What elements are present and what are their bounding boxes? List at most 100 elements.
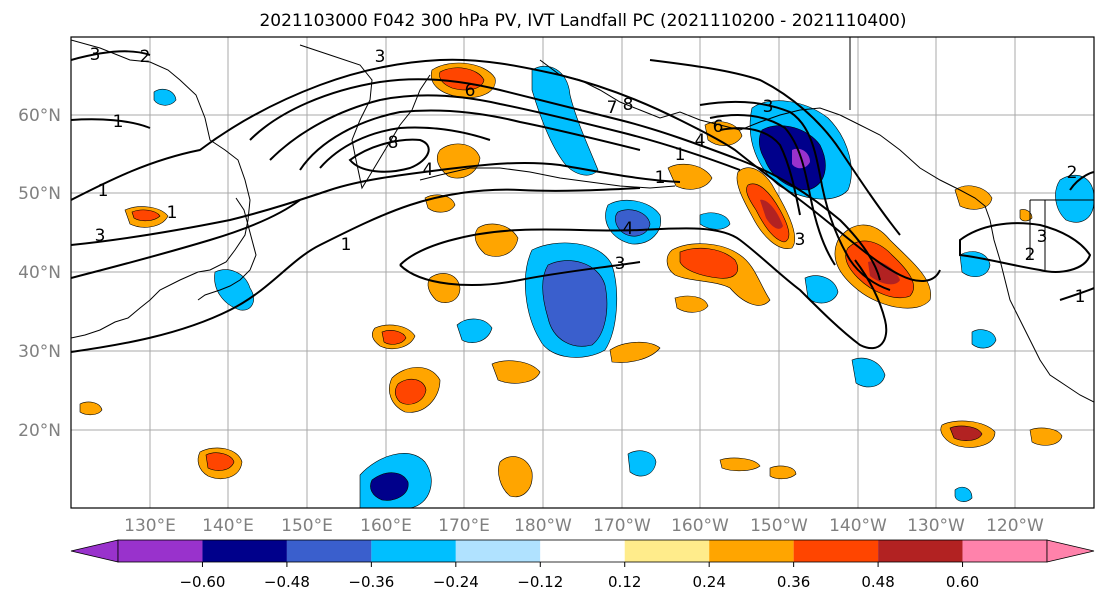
pv-contours [71,50,1094,353]
contour-label: 4 [423,160,434,180]
map-frame [70,36,1095,509]
contour-label: 4 [695,131,706,151]
contour-trough-4 [649,59,901,236]
shade-negative-tropics-core [370,472,409,501]
colorbar-tick-label: −0.60 [179,573,225,591]
longitude-label: 160°E [360,516,412,536]
longitude-label: 150°E [281,516,333,536]
contour-3-a [399,227,888,350]
colorbar-segment [371,540,456,562]
shade-positive-4-core [394,378,427,405]
longitude-label: 170°W [593,516,651,536]
contour-label: 1 [655,168,666,188]
border-canada-us [849,37,1094,270]
contour-3-c [71,199,301,279]
colorbar-segment [624,540,710,562]
colorbar-segment [962,540,1047,562]
longitude-labels: 130°E 140°E 150°E 160°E 170°E 180°W 170°W 160°W… [124,516,1044,536]
coast-aleutians [419,167,676,189]
colorbar-tick-label: 0.60 [946,573,979,591]
contour-label: 3 [763,97,774,117]
colorbar-tick-label: 0.36 [777,573,810,591]
shade-negative-small-7 [971,329,997,349]
contour-label: 1 [98,181,109,201]
shade-positive-18 [79,401,103,416]
latitude-label: 50°N [18,184,61,204]
contour-label: 3 [795,230,806,250]
longitude-label: 140°W [829,516,887,536]
colorbar-segment [793,540,879,562]
contour-3-b [399,261,641,286]
contour-label: 2 [1067,163,1078,183]
contour-nw-1 [71,50,151,61]
shade-positive-13 [609,341,661,363]
contour-label: 3 [90,45,101,65]
contour-6-a [299,109,641,171]
contour-label: 3 [95,226,106,246]
contour-label: 3 [375,47,386,67]
contour-label: 6 [713,117,724,137]
contour-label: 8 [623,95,634,115]
colorbar-segment [202,540,287,562]
contour-trough-2 [709,114,836,266]
shade-positive-5-core [381,330,407,345]
coast-kamchatka [299,44,431,190]
shade-positive-14 [674,295,709,313]
shade-positive-9 [1029,427,1063,446]
shade-positive-21 [1019,209,1033,222]
shade-positive-19 [719,457,761,472]
shade-negative-small-9 [699,212,731,230]
shade-positive-15 [667,163,713,190]
contour-east-2 [1059,287,1094,301]
contour-1-b [71,161,681,246]
shade-positive-11-core [131,209,161,222]
shade-negative-small-3 [214,269,254,311]
shade-negative-small-1 [851,357,886,388]
shade-negative-small-6 [153,88,177,106]
colorbar-tick-label: 0.48 [861,573,894,591]
contour-label: 1 [113,112,124,132]
contour-label: 3 [615,254,626,274]
colorbar-tick-label: −0.12 [517,573,563,591]
colorbar-segment [286,540,372,562]
colorbar: −0.60 −0.48 −0.36 −0.24 −0.12 0.12 0.24 0.36 0.4… [70,539,1095,591]
contour-label: 2 [140,47,151,67]
contour-trough-3 [719,127,801,216]
contour-label: 7 [607,98,618,118]
coastlines [71,37,1094,403]
contour-label: 6 [465,81,476,101]
colorbar-extend-high [1046,539,1095,563]
colorbar-segment [709,540,794,562]
longitude-label: 120°W [986,516,1044,536]
contour-trough-1 [699,100,891,291]
latitude-labels: 60°N 50°N 40°N 30°N 20°N [18,106,61,441]
latitude-label: 40°N [18,263,61,283]
latitude-label: 60°N [18,106,61,126]
latitude-label: 30°N [18,342,61,362]
shade-positive-6 [498,456,533,498]
contour-label: 1 [167,203,178,223]
contour-label: 2 [1025,245,1036,265]
longitude-label: 130°W [907,516,965,536]
longitude-label: 170°E [438,516,490,536]
contour-2-a [959,222,1092,273]
contour-label: 1 [341,235,352,255]
shade-negative-small-8 [954,486,973,502]
longitude-label: 160°W [671,516,729,536]
contour-8-a [348,138,430,173]
shade-positive-8-core [949,425,983,441]
longitude-label: 180°W [514,516,572,536]
contour-label: 8 [388,133,399,153]
shade-negative-small-5 [627,450,657,477]
contour-7-a [319,126,491,169]
colorbar-tick-label: 0.24 [692,573,725,591]
shade-positive-7-core [205,452,235,471]
contour-5-a [269,94,741,171]
colorbar-segment [540,540,625,562]
colorbar-tick-label: −0.24 [433,573,479,591]
coast-japan [197,197,257,301]
colorbar-segment [878,540,963,562]
colorbar-extend-low [70,539,119,563]
